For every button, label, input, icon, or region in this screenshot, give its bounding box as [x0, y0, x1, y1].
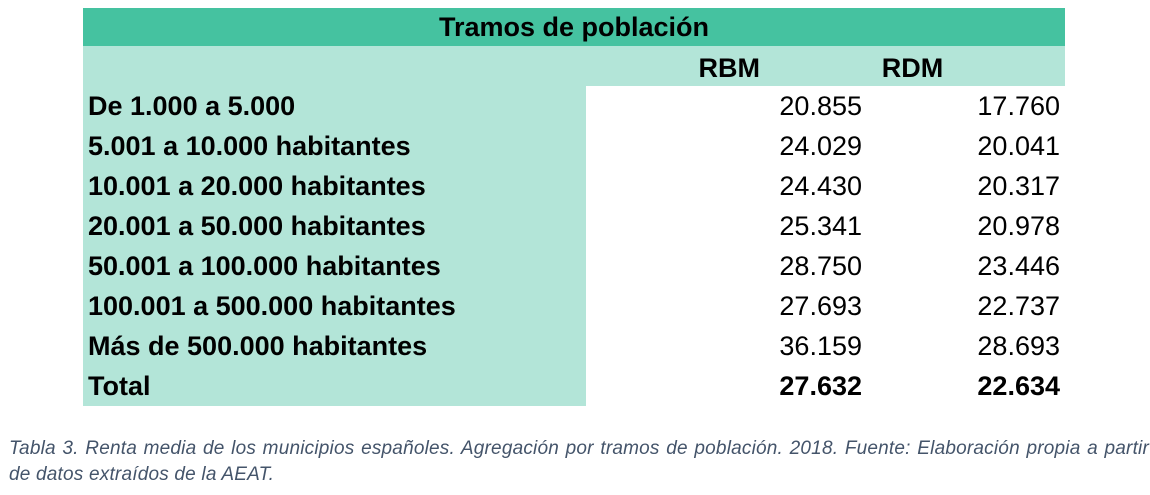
table-row: 5.001 a 10.000 habitantes 24.029 20.041 — [83, 126, 1065, 166]
table-row: 20.001 a 50.000 habitantes 25.341 20.978 — [83, 206, 1065, 246]
rdm-value: 20.317 — [977, 171, 1060, 201]
rdm-value: 20.978 — [977, 211, 1060, 241]
rdm-value: 17.760 — [977, 91, 1060, 121]
row-label: 5.001 a 10.000 habitantes — [83, 126, 586, 166]
table-title: Tramos de población — [83, 8, 1065, 46]
row-label: 10.001 a 20.000 habitantes — [83, 166, 586, 206]
rdm-value: 20.041 — [977, 131, 1060, 161]
rdm-value: 22.737 — [977, 291, 1060, 321]
column-header-rdm: RDM — [881, 53, 944, 83]
table-caption: Tabla 3. Renta media de los municipios e… — [9, 438, 1149, 485]
rbm-value: 27.693 — [779, 291, 862, 321]
row-label: 20.001 a 50.000 habitantes — [83, 206, 586, 246]
table-row: De 1.000 a 5.000 20.855 17.760 — [83, 86, 1065, 126]
rbm-value: 24.029 — [779, 131, 862, 161]
total-rdm-value: 22.634 — [977, 371, 1060, 401]
rdm-value: 23.446 — [977, 251, 1060, 281]
row-label: 50.001 a 100.000 habitantes — [83, 246, 586, 286]
row-label: Más de 500.000 habitantes — [83, 326, 586, 366]
table-header-row: RBM RDM — [83, 46, 1065, 86]
table-row: Más de 500.000 habitantes 36.159 28.693 — [83, 326, 1065, 366]
rbm-value: 24.430 — [779, 171, 862, 201]
column-header-rbm: RBM — [698, 53, 761, 83]
rbm-value: 28.750 — [779, 251, 862, 281]
total-row: Total 27.632 22.634 — [83, 366, 1065, 406]
table-row: 100.001 a 500.000 habitantes 27.693 22.7… — [83, 286, 1065, 326]
income-table: Tramos de población RBM RDM De 1.000 a 5… — [83, 8, 1065, 406]
rbm-value: 36.159 — [779, 331, 862, 361]
rdm-value: 28.693 — [977, 331, 1060, 361]
total-label: Total — [83, 366, 586, 406]
table-row: 50.001 a 100.000 habitantes 28.750 23.44… — [83, 246, 1065, 286]
table-row: 10.001 a 20.000 habitantes 24.430 20.317 — [83, 166, 1065, 206]
rbm-value: 25.341 — [779, 211, 862, 241]
header-spacer — [83, 46, 586, 86]
row-label: 100.001 a 500.000 habitantes — [83, 286, 586, 326]
rbm-value: 20.855 — [779, 91, 862, 121]
total-rbm-value: 27.632 — [779, 371, 862, 401]
row-label: De 1.000 a 5.000 — [83, 86, 586, 126]
